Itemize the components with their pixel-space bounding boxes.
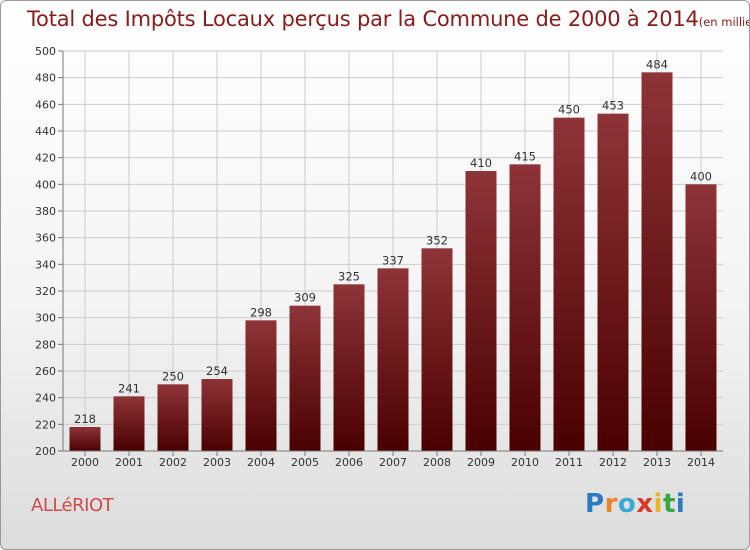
x-tick-label-2012: 2012 xyxy=(599,456,627,469)
bar-2011 xyxy=(553,117,585,452)
y-tick-label: 320 xyxy=(35,285,56,298)
x-tick-label-2003: 2003 xyxy=(203,456,231,469)
commune-name: ALLéRIOT xyxy=(31,495,114,516)
y-tick-label: 420 xyxy=(35,152,56,165)
bar-2005 xyxy=(289,305,321,451)
x-tick-label-2005: 2005 xyxy=(291,456,319,469)
y-tick-label: 380 xyxy=(35,205,56,218)
x-tick-label-2000: 2000 xyxy=(71,456,99,469)
logo-letter: o xyxy=(617,489,637,519)
bar-2012 xyxy=(597,113,629,452)
y-tick-label: 460 xyxy=(35,98,56,111)
bar-2014 xyxy=(685,184,717,452)
bar-2004 xyxy=(245,320,277,451)
x-tick-label-2008: 2008 xyxy=(423,456,451,469)
y-tick-label: 500 xyxy=(35,45,56,58)
value-label-2008: 352 xyxy=(426,233,448,247)
value-label-2006: 325 xyxy=(338,269,360,283)
logo-letter: i xyxy=(675,489,686,519)
y-tick-label: 360 xyxy=(35,232,56,245)
bar-2003 xyxy=(201,379,233,451)
x-tick-label-2010: 2010 xyxy=(511,456,539,469)
bar-2008 xyxy=(421,248,453,451)
y-tick-label: 200 xyxy=(35,445,56,458)
value-label-2007: 337 xyxy=(382,253,404,267)
bar-2013 xyxy=(641,72,673,451)
x-tick-label-2002: 2002 xyxy=(159,456,187,469)
y-tick-label: 400 xyxy=(35,178,56,191)
value-label-2005: 309 xyxy=(294,291,316,305)
y-tick-label: 340 xyxy=(35,258,56,271)
value-label-2009: 410 xyxy=(470,156,492,170)
value-label-2000: 218 xyxy=(74,412,96,426)
value-label-2014: 400 xyxy=(690,169,712,183)
y-tick-label: 240 xyxy=(35,392,56,405)
y-tick-label: 440 xyxy=(35,125,56,138)
x-tick-label-2014: 2014 xyxy=(687,456,715,469)
title-text: Total des Impôts Locaux perçus par la Co… xyxy=(27,7,699,31)
axes: 200 220 240 260 280 300 320 340 360 380 400 420 440 4… xyxy=(35,45,723,469)
value-label-2012: 453 xyxy=(602,99,624,113)
x-tick-label-2011: 2011 xyxy=(555,456,583,469)
chart-title: Total des Impôts Locaux perçus par la Co… xyxy=(27,7,749,31)
logo-letter: i xyxy=(653,489,663,519)
bar-2010 xyxy=(509,164,541,452)
unit-label: (en milliers d'€) xyxy=(698,15,749,29)
value-label-2002: 250 xyxy=(162,369,184,383)
value-label-2010: 415 xyxy=(514,149,536,163)
proxiti-logo: Proxiti xyxy=(585,489,685,519)
x-tick-label-2001: 2001 xyxy=(115,456,143,469)
value-label-2013: 484 xyxy=(646,57,668,71)
y-tick-label: 220 xyxy=(35,418,56,431)
value-label-2011: 450 xyxy=(558,103,580,117)
logo-letter: t xyxy=(662,489,676,519)
bar-2009 xyxy=(465,171,497,451)
x-tick-label-2006: 2006 xyxy=(335,456,363,469)
value-label-2001: 241 xyxy=(118,381,140,395)
value-label-2003: 254 xyxy=(206,364,228,378)
logo-letter: r xyxy=(604,489,618,519)
x-tick-label-2013: 2013 xyxy=(643,456,671,469)
y-tick-label: 280 xyxy=(35,338,56,351)
bar-2002 xyxy=(157,384,189,451)
logo-letter: x xyxy=(636,489,654,519)
bar-2001 xyxy=(113,396,145,451)
logo-letter: P xyxy=(585,489,605,519)
bar-2000 xyxy=(69,427,101,451)
y-tick-label: 480 xyxy=(35,72,56,85)
bars xyxy=(69,72,717,452)
x-tick-label-2007: 2007 xyxy=(379,456,407,469)
bar-2006 xyxy=(333,284,365,451)
x-tick-label-2009: 2009 xyxy=(467,456,495,469)
x-tick-label-2004: 2004 xyxy=(247,456,275,469)
value-label-2004: 298 xyxy=(250,305,272,319)
y-tick-label: 300 xyxy=(35,312,56,325)
y-tick-label: 260 xyxy=(35,365,56,378)
bar-2007 xyxy=(377,268,409,451)
